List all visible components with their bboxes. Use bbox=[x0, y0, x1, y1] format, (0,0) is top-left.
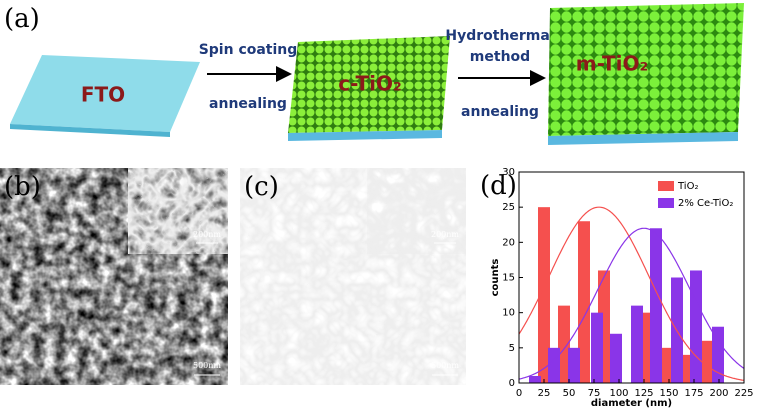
x-tick-label: 50 bbox=[563, 388, 576, 399]
bar bbox=[660, 347, 672, 383]
legend-label: 2% Ce-TiO₂ bbox=[678, 198, 733, 209]
bar bbox=[548, 347, 560, 383]
step-label: method bbox=[470, 49, 530, 65]
bar bbox=[591, 312, 603, 383]
panel-label: (d) bbox=[480, 171, 517, 201]
y-tick-label: 30 bbox=[502, 167, 515, 178]
bar bbox=[650, 228, 662, 383]
scale-label: 500nm bbox=[431, 361, 459, 370]
x-axis-label: diameter (nm) bbox=[591, 398, 672, 409]
y-tick-label: 10 bbox=[502, 308, 515, 319]
fit-curve bbox=[518, 206, 745, 381]
bar bbox=[701, 340, 713, 383]
x-tick-label: 100 bbox=[609, 388, 628, 399]
substrate-edge bbox=[288, 130, 442, 141]
x-tick-label: 200 bbox=[709, 388, 728, 399]
substrate-edge bbox=[548, 132, 738, 145]
step-label: Hydrothermal bbox=[445, 28, 554, 44]
panel-b: (b) 200nm 500nm bbox=[0, 167, 229, 385]
bar bbox=[631, 305, 643, 383]
bar bbox=[529, 375, 541, 383]
bar bbox=[578, 221, 590, 383]
fit-curve bbox=[518, 227, 745, 380]
bar bbox=[538, 207, 550, 383]
y-tick-label: 5 bbox=[509, 343, 515, 354]
y-axis-label: counts bbox=[490, 259, 501, 297]
panel-label: (c) bbox=[244, 172, 279, 202]
x-tick-label: 150 bbox=[659, 388, 678, 399]
scale-label: 500nm bbox=[193, 361, 221, 370]
bar bbox=[568, 347, 580, 383]
legend-swatch bbox=[658, 198, 674, 208]
legend-swatch bbox=[658, 181, 674, 191]
bar bbox=[712, 326, 724, 383]
layer-label: m-TiO₂ bbox=[576, 52, 648, 76]
x-tick-label: 25 bbox=[538, 388, 551, 399]
m-tio2-block bbox=[548, 3, 744, 136]
step-label: Spin coating bbox=[199, 42, 298, 58]
bar bbox=[558, 305, 570, 383]
bar bbox=[690, 270, 702, 383]
x-tick-label: 225 bbox=[734, 388, 753, 399]
step-label: annealing bbox=[209, 96, 287, 112]
panel-a: (a) FTO Spin coating annealing c-TiO₂ Hy… bbox=[4, 3, 744, 145]
bar bbox=[610, 333, 622, 383]
panel-label: (b) bbox=[4, 172, 41, 202]
y-tick-label: 15 bbox=[502, 273, 515, 284]
y-tick-label: 25 bbox=[502, 202, 515, 213]
panel-d: (d) 0 25 50 75 100 125 150 175 200 225 0 5 10 15 20 25 3… bbox=[480, 167, 754, 409]
x-tick-label: 175 bbox=[684, 388, 703, 399]
step-label: annealing bbox=[461, 104, 539, 120]
substrate-label: FTO bbox=[81, 83, 125, 107]
scale-label: 200nm bbox=[193, 230, 221, 239]
x-tick-label: 125 bbox=[634, 388, 653, 399]
x-tick-label: 0 bbox=[516, 388, 522, 399]
scale-label: 200nm bbox=[431, 230, 459, 239]
fto-slab bbox=[10, 55, 200, 132]
y-tick-label: 20 bbox=[502, 237, 515, 248]
layer-label: c-TiO₂ bbox=[338, 72, 401, 96]
panel-c: (c) 200nm 500nm bbox=[240, 167, 467, 385]
legend-label: TiO₂ bbox=[677, 181, 698, 192]
panel-label: (a) bbox=[4, 4, 40, 34]
c-tio2-block bbox=[288, 36, 450, 133]
sem-inset bbox=[366, 167, 467, 255]
x-tick-label: 75 bbox=[588, 388, 601, 399]
y-tick-label: 0 bbox=[509, 378, 515, 389]
fto-edge bbox=[10, 124, 170, 137]
sem-inset bbox=[127, 167, 229, 255]
